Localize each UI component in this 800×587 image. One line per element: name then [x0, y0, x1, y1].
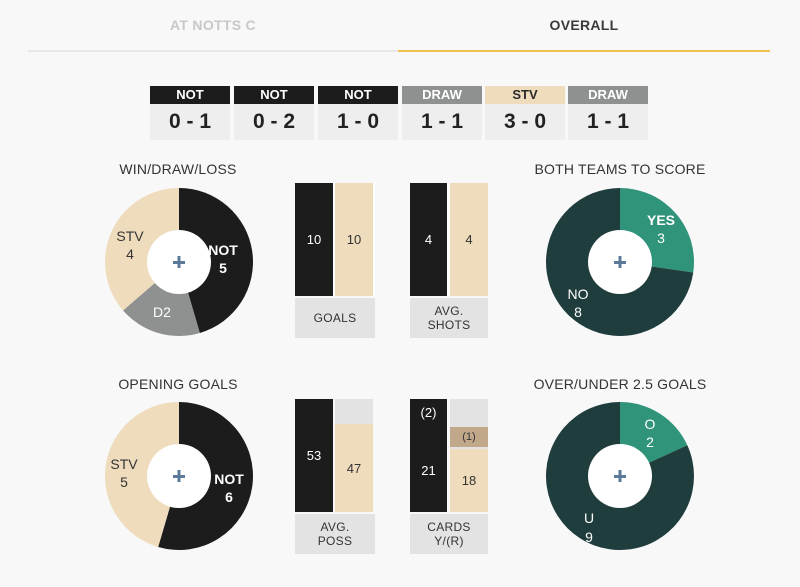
form-result: NOT 1 - 0 — [318, 86, 398, 140]
donut-count-not: 5 — [219, 260, 227, 276]
donut-count-yes: 3 — [657, 230, 665, 246]
donut-count-stv: 4 — [126, 246, 134, 262]
donut-label-stv: STV — [116, 228, 144, 244]
goals-panel: 10 10 — [295, 183, 375, 296]
opening-goals-donut: NOT 6 STV 5 — [104, 402, 253, 550]
avg-shots-caption-line: SHOTS — [427, 318, 471, 332]
cards-red-stv: (1) — [450, 427, 488, 447]
avg-poss-track-stv: 47 — [335, 399, 373, 512]
plus-icon[interactable] — [173, 256, 185, 268]
goals-caption: GOALS — [295, 298, 375, 338]
avg-poss-panel: 53 47 — [295, 399, 375, 512]
donut-label-stv: STV — [110, 456, 138, 472]
donut-count-stv: 5 — [120, 474, 128, 490]
cards-red-not: (2) — [420, 405, 437, 420]
avg-poss-bar-not: 53 — [295, 399, 333, 512]
donut-label-under: U — [584, 510, 594, 526]
cards-caption-line: Y/(R) — [434, 534, 464, 548]
donut-slice-not — [179, 188, 253, 334]
donut-count-over: 2 — [646, 434, 654, 450]
avg-poss-caption: AVG. POSS — [295, 514, 375, 554]
donut-slice-stv — [104, 402, 179, 548]
cards-yellow-not: 21 — [421, 463, 436, 478]
form-result-team: DRAW — [568, 86, 648, 104]
form-result: NOT 0 - 1 — [150, 86, 230, 140]
form-result: NOT 0 - 2 — [234, 86, 314, 140]
form-result-score: 1 - 1 — [568, 104, 648, 140]
donut-label-draw: D2 — [153, 304, 171, 320]
avg-shots-bar-stv: 4 — [450, 183, 488, 296]
donut-label-yes: YES — [647, 212, 675, 228]
cards-yellow-stv: 18 — [450, 449, 488, 512]
form-result-score: 0 - 2 — [234, 104, 314, 140]
form-result-team: DRAW — [402, 86, 482, 104]
btts-donut: YES 3 NO 8 — [546, 188, 694, 336]
avg-shots-bar-not: 4 — [410, 183, 447, 296]
form-result-score: 1 - 1 — [402, 104, 482, 140]
avg-shots-caption-line: AVG. — [434, 304, 464, 318]
goals-caption-line: GOALS — [313, 311, 357, 325]
form-result-team: NOT — [318, 86, 398, 104]
form-result-team: NOT — [234, 86, 314, 104]
plus-icon[interactable] — [614, 256, 626, 268]
avg-poss-caption-line: AVG. — [320, 520, 350, 534]
avg-poss-track-not: 53 — [295, 399, 333, 512]
donut-count-not: 6 — [225, 489, 233, 505]
avg-shots-caption: AVG. SHOTS — [410, 298, 488, 338]
plus-icon[interactable] — [614, 470, 626, 482]
form-result-score: 3 - 0 — [485, 104, 565, 140]
donut-label-not: NOT — [208, 242, 238, 258]
cards-track-stv: (1) 18 — [450, 399, 488, 512]
form-result-team: NOT — [150, 86, 230, 104]
goals-value-not: 10 — [306, 232, 322, 247]
donut-count-no: 8 — [574, 304, 582, 320]
donut-label-no: NO — [568, 286, 589, 302]
plus-icon[interactable] — [173, 470, 185, 482]
form-result: DRAW 1 - 1 — [568, 86, 648, 140]
win-draw-loss-title: WIN/DRAW/LOSS — [119, 161, 237, 177]
avg-shots-value-stv: 4 — [465, 232, 473, 247]
form-result-score: 1 - 0 — [318, 104, 398, 140]
donut-label-over: O — [645, 416, 656, 432]
avg-shots-value-not: 4 — [424, 232, 433, 247]
avg-poss-value-not: 53 — [306, 448, 322, 463]
win-draw-loss-donut: NOT 5 D2 STV 4 — [105, 188, 253, 336]
avg-poss-value-stv: 47 — [346, 460, 362, 476]
form-result-team: STV — [485, 86, 565, 104]
btts-title: BOTH TEAMS TO SCORE — [534, 161, 706, 177]
donut-count-under: 9 — [585, 529, 593, 545]
donut-label-not: NOT — [214, 471, 244, 487]
goals-value-stv: 10 — [346, 232, 362, 247]
tab-overall[interactable]: OVERALL — [398, 0, 770, 52]
cards-caption: CARDS Y/(R) — [410, 514, 488, 554]
avg-shots-panel: 4 4 — [410, 183, 488, 296]
opening-goals-title: OPENING GOALS — [118, 376, 238, 392]
over-under-title: OVER/UNDER 2.5 GOALS — [533, 376, 707, 392]
tab-at-notts-c[interactable]: AT NOTTS C — [28, 0, 398, 52]
donut-slice-stv — [105, 188, 179, 311]
form-result-score: 0 - 1 — [150, 104, 230, 140]
avg-poss-caption-line: POSS — [317, 534, 353, 548]
cards-bar-not: (2) 21 — [410, 399, 447, 512]
goals-bar-stv: 10 — [335, 183, 373, 296]
goals-bar-not: 10 — [295, 183, 333, 296]
cards-panel: (2) 21 (1) 18 — [410, 399, 488, 512]
cards-yellow-stv-value: 18 — [461, 473, 477, 488]
over-under-donut: O 2 U 9 — [546, 402, 694, 550]
form-result: STV 3 - 0 — [485, 86, 565, 140]
avg-poss-bar-stv: 47 — [335, 424, 373, 512]
form-result: DRAW 1 - 1 — [402, 86, 482, 140]
cards-caption-line: CARDS — [427, 520, 471, 534]
